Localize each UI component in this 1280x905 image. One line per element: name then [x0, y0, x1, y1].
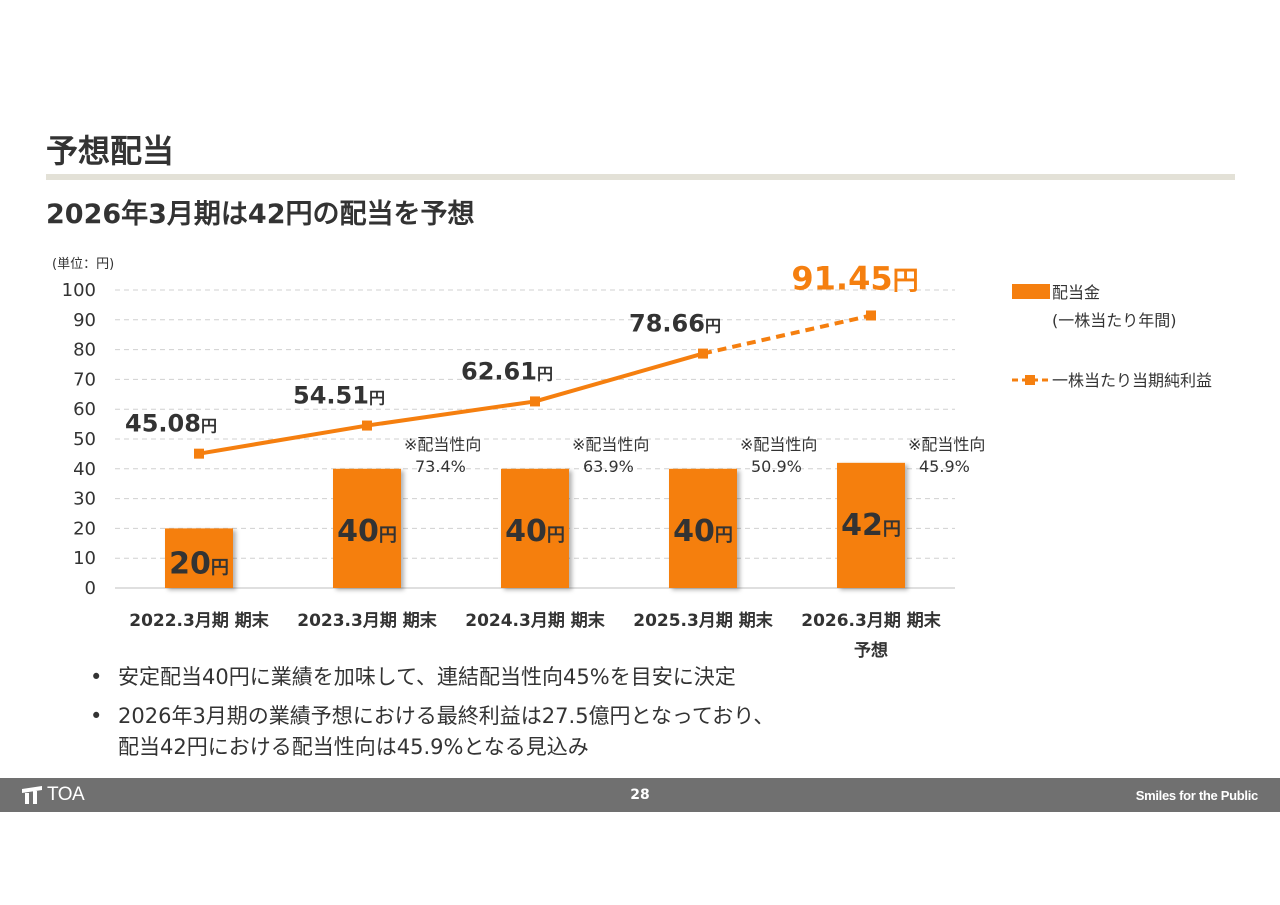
eps-value-unit: 円	[369, 389, 385, 408]
y-tick-label: 100	[62, 280, 96, 301]
bar	[501, 468, 569, 588]
forecast-line-segment	[702, 313, 872, 356]
logo-text: TOA	[47, 784, 85, 805]
bullet-item: • 安定配当40円に業績を加味して、連結配当性向45%を目安に決定	[90, 662, 774, 693]
eps-line-segment	[534, 351, 704, 404]
payout-ratio-caption: ※配当性向	[908, 435, 985, 454]
bullet-text: 2026年3月期の業績予想における最終利益は27.5億円となっており、	[118, 704, 775, 728]
eps-value-unit: 円	[201, 417, 217, 436]
bar-value-label: 42円	[841, 508, 901, 543]
bullet-item: • 2026年3月期の業績予想における最終利益は27.5億円となっており、 配当42…	[90, 701, 774, 763]
bar-value-label: 20円	[169, 546, 229, 581]
legend-bar-label: 配当金	[1052, 283, 1100, 302]
unit-note: (単位：円)	[52, 256, 114, 272]
bar-value-label: 40円	[505, 514, 565, 549]
category-sublabel: 予想	[854, 640, 888, 661]
payout-ratio-value: 63.9%	[583, 457, 634, 476]
y-tick-label: 30	[73, 489, 96, 510]
payout-ratio-caption: ※配当性向	[740, 435, 817, 454]
eps-value-number: 62.61	[461, 357, 537, 385]
bar-value-unit: 円	[211, 557, 229, 578]
payout-ratio-value: 73.4%	[415, 457, 466, 476]
payout-ratio-caption: ※配当性向	[572, 435, 649, 454]
eps-value-unit: 円	[705, 317, 721, 336]
eps-value-label: 78.66円	[629, 310, 721, 338]
bar-value-label: 40円	[337, 514, 397, 549]
bullet-marker: •	[90, 665, 103, 689]
page-subtitle: 2026年3月期は42円の配当を予想	[46, 199, 475, 230]
page-number: 28	[630, 787, 650, 803]
eps-value-number: 54.51	[293, 382, 369, 410]
category-label: 2023.3月期 期末	[297, 610, 438, 631]
payout-ratio-value: 45.9%	[919, 457, 970, 476]
line-marker	[698, 348, 708, 359]
payout-ratio-caption: ※配当性向	[404, 435, 481, 454]
eps-value-number: 78.66	[629, 310, 705, 338]
y-tick-label: 80	[73, 340, 96, 361]
bullet-marker: •	[90, 704, 103, 728]
eps-value-unit: 円	[893, 266, 919, 296]
title-divider	[46, 174, 1235, 180]
payout-ratio-value: 50.9%	[751, 457, 802, 476]
legend-line-marker	[1025, 375, 1035, 385]
legend-bar-swatch	[1012, 284, 1050, 299]
y-tick-label: 60	[73, 399, 96, 420]
bullet-text: 安定配当40円に業績を加味して、連結配当性向45%を目安に決定	[118, 665, 736, 689]
bar-value-number: 40	[505, 514, 547, 549]
eps-value-label: 54.51円	[293, 382, 385, 410]
eps-line-segment	[198, 423, 368, 456]
bar	[837, 462, 905, 588]
bar	[669, 468, 737, 588]
line-marker	[194, 448, 204, 459]
eps-line-segment	[366, 399, 536, 428]
y-tick-label: 90	[73, 310, 96, 331]
category-label: 2025.3月期 期末	[633, 610, 774, 631]
bar-value-number: 20	[169, 546, 211, 581]
line-marker	[866, 310, 876, 321]
bar-value-number: 40	[337, 514, 379, 549]
bar	[165, 528, 233, 588]
y-tick-label: 20	[73, 518, 96, 539]
footer-bar: TOA 28 Smiles for the Public	[0, 778, 1280, 812]
line-marker	[362, 420, 372, 431]
y-tick-label: 70	[73, 369, 96, 390]
tagline: Smiles for the Public	[1135, 788, 1259, 803]
eps-value-number: 45.08	[125, 410, 201, 438]
toa-logo-icon	[22, 786, 42, 804]
legend-bar-sublabel: (一株当たり年間)	[1052, 311, 1177, 330]
bar-value-unit: 円	[715, 525, 733, 546]
eps-value-label: 62.61円	[461, 357, 553, 385]
bullet-list: • 安定配当40円に業績を加味して、連結配当性向45%を目安に決定 • 2026年3月…	[90, 662, 774, 771]
legend-line-label: 一株当たり当期純利益	[1052, 371, 1212, 390]
y-tick-label: 0	[85, 578, 96, 599]
eps-value-label: 91.45円	[791, 259, 918, 297]
bar-value-unit: 円	[379, 525, 397, 546]
y-tick-label: 50	[73, 429, 96, 450]
category-label: 2022.3月期 期末	[129, 610, 270, 631]
category-label: 2026.3月期 期末	[801, 610, 942, 631]
eps-value-unit: 円	[537, 364, 553, 383]
bar-value-label: 40円	[673, 514, 733, 549]
page-title: 予想配当	[46, 132, 175, 170]
bar-value-unit: 円	[547, 525, 565, 546]
category-label: 2024.3月期 期末	[465, 610, 606, 631]
bar-value-unit: 円	[883, 519, 901, 540]
y-tick-label: 40	[73, 459, 96, 480]
bullet-text: 配当42円における配当性向は45.9%となる見込み	[118, 735, 589, 759]
bar	[333, 468, 401, 588]
bar-value-number: 40	[673, 514, 715, 549]
eps-value-number: 91.45	[791, 259, 892, 297]
toa-logo: TOA	[22, 784, 85, 805]
line-marker	[530, 396, 540, 407]
bar-value-number: 42	[841, 508, 883, 543]
eps-value-label: 45.08円	[125, 410, 217, 438]
y-tick-label: 10	[73, 548, 96, 569]
